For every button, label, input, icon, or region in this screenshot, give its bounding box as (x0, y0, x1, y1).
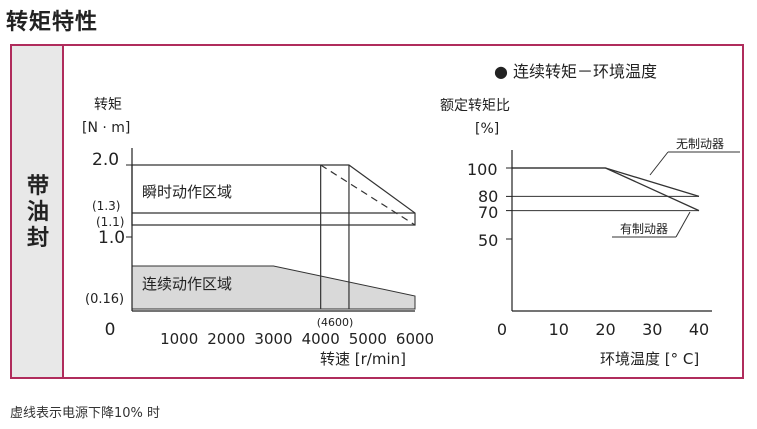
brake-label: 有制动器 (620, 222, 668, 236)
ratio-ylabel: 额定转矩比 (440, 98, 510, 114)
page-title: 转矩特性 (6, 10, 99, 35)
brake-leader (675, 211, 691, 238)
temp-chart-title: ● 连续转矩－环境温度 (494, 62, 657, 81)
ratio-series-1 (512, 167, 700, 212)
ratio-xtick-1: 10 (549, 320, 569, 339)
ratio-xtick-3: 30 (642, 320, 662, 339)
torque-xlabel: 转速 [r/min] (320, 350, 406, 368)
ratio-xtick-2: 20 (595, 320, 615, 339)
torque-xtick-2: 2000 (207, 330, 245, 348)
no-brake-label: 无制动器 (676, 137, 724, 151)
continuous-region-label: 连续动作区域 (142, 275, 232, 293)
torque-xtick-0: 0 (105, 320, 116, 340)
speed-annotation-4600: (4600) (317, 316, 354, 329)
voltage-drop-dashed-line (320, 164, 416, 226)
no-brake-leader (649, 151, 669, 176)
ratio-ytick-3: 50 (478, 231, 498, 250)
torque-ytick-1: (1.3) (92, 199, 120, 213)
torque-ytick-0: 2.0 (92, 150, 119, 170)
ratio-xtick-0: 0 (497, 320, 507, 339)
instant-region-label: 瞬时动作区域 (142, 183, 232, 201)
side-label-box: 带油封 (12, 46, 64, 377)
torque-xtick-6: 6000 (396, 330, 434, 348)
footnote: 虚线表示电源下降10% 时 (10, 406, 161, 421)
ratio-yunit: [%] (475, 121, 499, 137)
ratio-ytick-1: 80 (478, 187, 498, 206)
side-label: 带油封 (26, 174, 49, 251)
torque-xtick-1: 1000 (160, 330, 198, 348)
ratio-ytick-0: 100 (467, 160, 498, 179)
ratio-series-0 (512, 167, 700, 198)
torque-ytick-2: (1.1) (96, 215, 124, 229)
torque-xtick-3: 3000 (254, 330, 292, 348)
torque-yunit: [N · m] (82, 120, 130, 136)
torque-ylabel: 转矩 (94, 97, 122, 113)
ratio-xlabel: 环境温度 [° C] (600, 350, 699, 368)
ratio-xtick-4: 40 (689, 320, 709, 339)
torque-ytick-3: 1.0 (98, 228, 125, 248)
ratio-ytick-2: 70 (478, 203, 498, 222)
torque-ytick-4: (0.16) (85, 292, 124, 307)
torque-xtick-5: 5000 (349, 330, 387, 348)
torque-xtick-4: 4000 (302, 330, 340, 348)
